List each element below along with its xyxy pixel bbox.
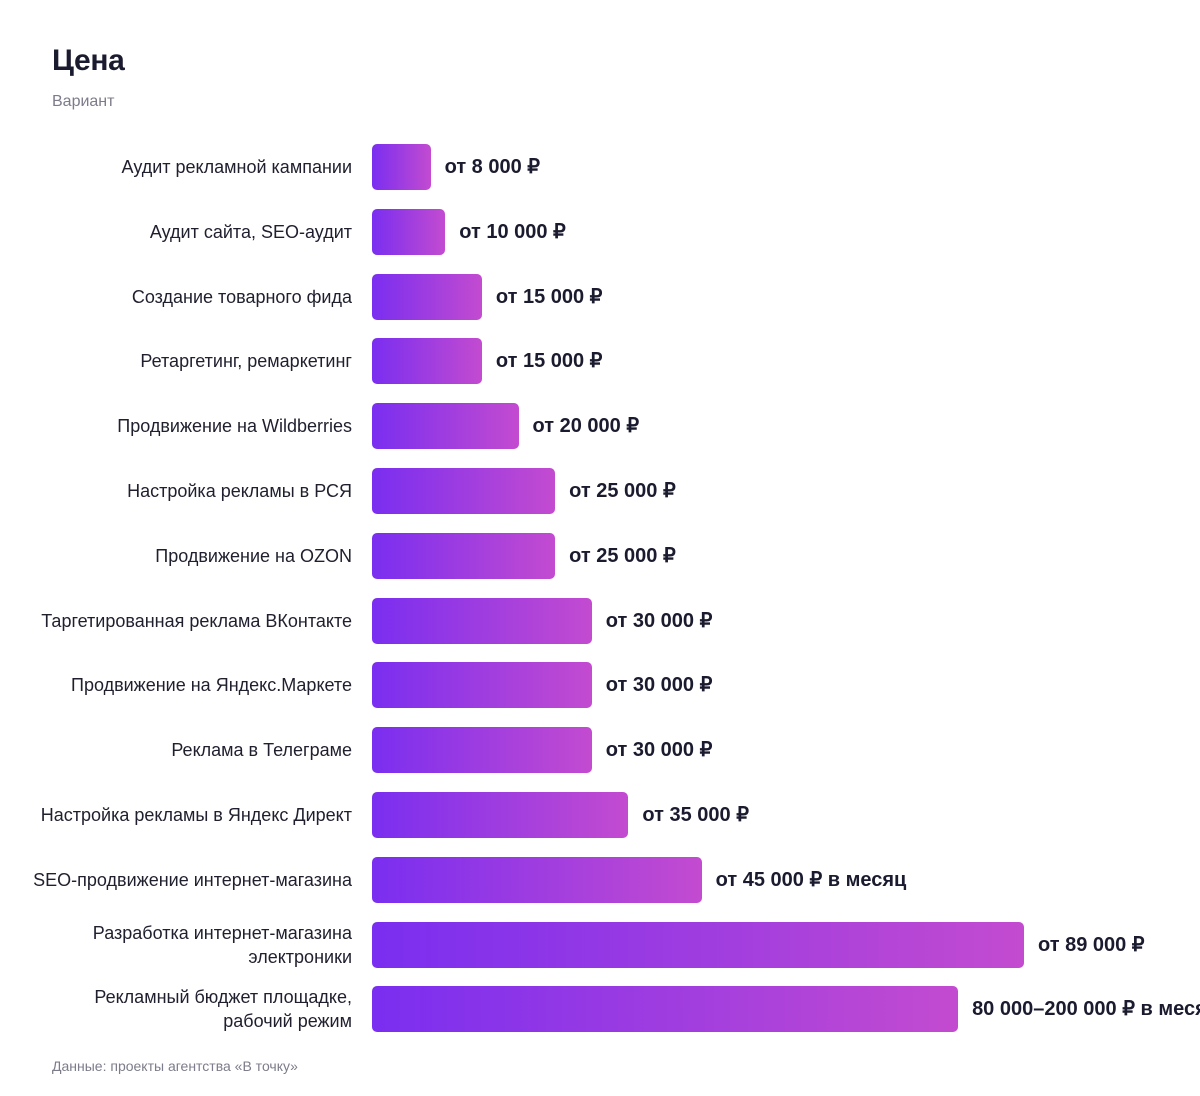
value-label: от 15 000 ₽ (495, 350, 603, 373)
value-label: от 15 000 ₽ (495, 285, 603, 308)
category-label: Разработка интернет-магазина электроники (92, 922, 352, 967)
category-label: Таргетированная реклама ВКонтакте (41, 610, 352, 631)
value-label: от 25 000 ₽ (569, 544, 676, 567)
bar (372, 662, 592, 709)
bar (372, 856, 702, 903)
category-label: Создание товарного фида (131, 286, 352, 307)
bar (372, 792, 629, 838)
category-label: Продвижение на Яндекс.Маркете (71, 675, 352, 696)
bar (372, 208, 446, 255)
value-label: от 30 000 ₽ (605, 739, 713, 762)
value-label: от 89 000 ₽ (1038, 933, 1145, 956)
category-label: Аудит сайта, SEO-аудит (149, 221, 352, 242)
category-label: Рекламный бюджет площадке, рабочий режим (94, 987, 352, 1032)
bar (372, 986, 959, 1033)
value-label: от 25 000 ₽ (569, 480, 676, 502)
value-label: от 30 000 ₽ (605, 674, 713, 697)
value-label: от 8 000 ₽ (444, 156, 540, 178)
value-label: от 20 000 ₽ (532, 415, 640, 438)
value-label: от 45 000 ₽ в месяц (715, 868, 907, 891)
chart-subtitle: Вариант (52, 93, 115, 110)
category-label: Аудит рекламной кампании (121, 157, 352, 177)
category-label: Настройка рекламы в РСЯ (127, 481, 352, 501)
bar (372, 144, 431, 190)
bar (372, 921, 1024, 968)
category-label: Реклама в Телеграме (171, 740, 352, 761)
bar (372, 468, 556, 514)
category-label: Настройка рекламы в Яндекс Директ (40, 805, 352, 825)
bar (372, 532, 556, 579)
data-source-note: Данные: проекты агентства «В точку» (52, 1058, 298, 1074)
chart-title: Цена (52, 44, 125, 77)
value-label: от 30 000 ₽ (605, 609, 713, 632)
value-label: от 35 000 ₽ (642, 804, 749, 826)
value-label: от 10 000 ₽ (459, 220, 566, 243)
category-label: Продвижение на Wildberries (117, 416, 352, 437)
bar (372, 273, 482, 320)
value-label: 80 000–200 000 ₽ в месяц (972, 998, 1200, 1021)
bar (372, 597, 592, 644)
bar (372, 727, 592, 774)
category-label: Ретаргетинг, ремаркетинг (140, 351, 352, 372)
bar (372, 338, 482, 385)
category-label: Продвижение на OZON (155, 545, 352, 566)
bar (372, 403, 519, 450)
category-label: SEO-продвижение интернет-магазина (33, 869, 352, 890)
